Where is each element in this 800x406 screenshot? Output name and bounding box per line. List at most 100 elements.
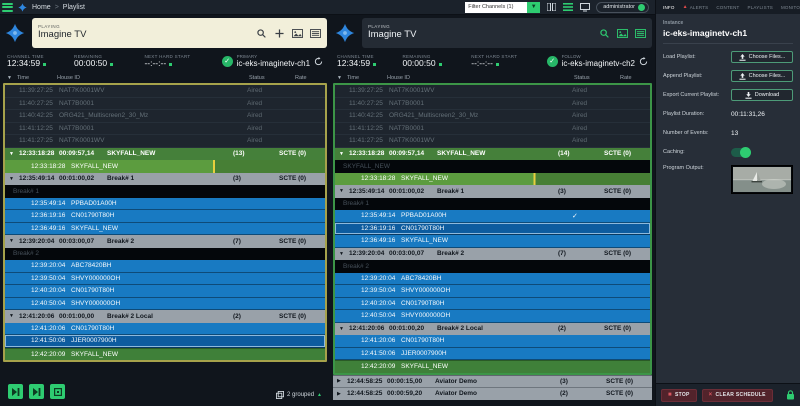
group-label-row[interactable]: Break# 2: [5, 247, 325, 260]
refresh-icon[interactable]: [639, 56, 648, 66]
secondary-event-row[interactable]: 12:41:50:06 JJER0007900H: [335, 347, 650, 360]
aired-event-row[interactable]: 11:39:27:25 NAT7K0001WV Aired: [5, 85, 325, 98]
aired-event-row[interactable]: 11:41:12:25 NAT7B0001 Aired: [5, 122, 325, 135]
col-status[interactable]: Status: [574, 74, 590, 81]
aired-event-row[interactable]: 11:41:12:25 NAT7B0001 Aired: [335, 122, 650, 135]
group-header-row[interactable]: ▶ 12:44:58:25 00:00:59,20 Aviator Demo (2) SC…: [333, 387, 652, 400]
sort-caret-icon[interactable]: ▼: [337, 74, 342, 81]
secondary-event-row[interactable]: 12:40:50:04 SHVY000000OH: [335, 310, 650, 323]
user-menu[interactable]: administrator: [596, 1, 649, 13]
col-time[interactable]: Time: [347, 74, 360, 81]
group-label-row[interactable]: Break# 1: [335, 197, 650, 210]
channel-role-label: PRIMARY: [236, 53, 258, 59]
output-monitor-icon[interactable]: [579, 2, 591, 12]
channel-filter-input[interactable]: [465, 1, 528, 13]
secondary-event-row[interactable]: 12:36:49:16 SKYFALL_NEW: [335, 235, 650, 248]
group-header-row[interactable]: ▼ 12:33:18:28 00:09:57,14 SKYFALL_NEW (14) SC…: [335, 147, 650, 160]
channel-title-card[interactable]: PLAYING Imagine TV: [362, 18, 652, 48]
sort-caret-icon[interactable]: ▼: [7, 74, 12, 81]
stop-button[interactable]: ■ STOP: [661, 388, 697, 402]
group-header-row[interactable]: ▼ 12:35:49:14 00:01:00,02 Break# 1 (3) SCTE (…: [335, 185, 650, 198]
group-label-row[interactable]: Break# 2: [335, 260, 650, 273]
search-icon[interactable]: [599, 28, 610, 39]
secondary-event-row[interactable]: 12:40:20:04 CN01790T80H: [335, 297, 650, 310]
schedule-list-icon[interactable]: [635, 28, 646, 39]
preview-image-icon[interactable]: [292, 28, 303, 39]
on-air-event-row[interactable]: 12:33:18:28 SKYFALL_NEW: [5, 160, 325, 173]
collapse-caret-icon[interactable]: ▲: [317, 392, 322, 398]
preview-image-icon[interactable]: [617, 28, 628, 39]
group-header-row[interactable]: ▼ 12:33:18:28 00:09:57,14 SKYFALL_NEW (13) SC…: [5, 147, 325, 160]
col-time[interactable]: Time: [17, 74, 30, 81]
aired-event-row[interactable]: 11:40:42:25 ORG421_Multiscreen2_30_Mz Aire…: [5, 110, 325, 123]
aired-event-row[interactable]: 11:40:42:25 ORG421_Multiscreen2_30_Mz Aire…: [335, 110, 650, 123]
aired-event-row[interactable]: 11:40:27:25 NAT7B0001 Aired: [5, 97, 325, 110]
channel-title-card[interactable]: PLAYING Imagine TV: [32, 18, 327, 48]
secondary-event-row[interactable]: 12:35:49:14 PPBAD01A00H ✓: [335, 210, 650, 223]
col-status[interactable]: Status: [249, 74, 265, 81]
secondary-event-row[interactable]: 12:36:19:16 CN01790T80H: [335, 222, 650, 235]
secondary-event-row[interactable]: 12:41:20:06 CN01790T80H: [335, 335, 650, 348]
secondary-event-row[interactable]: 12:40:20:04 CN01790T80H: [5, 285, 325, 298]
grouped-indicator[interactable]: 2 grouped ▲: [65, 391, 322, 399]
group-header-row[interactable]: ▼ 12:39:20:04 00:03:00,07 Break# 2 (7) SCTE (…: [335, 247, 650, 260]
take-next-button[interactable]: [8, 384, 23, 399]
breadcrumb-home[interactable]: Home: [32, 3, 51, 11]
group-label: SKYFALL_NEW: [343, 162, 390, 170]
hold-button[interactable]: [50, 384, 65, 399]
program-output-thumbnail[interactable]: [731, 165, 793, 194]
skip-next-button[interactable]: [29, 384, 44, 399]
schedule-list-icon[interactable]: [310, 28, 321, 39]
secondary-event-row[interactable]: 12:36:19:16 CN01790T80H: [5, 210, 325, 223]
group-header-row[interactable]: ▼ 12:39:20:04 00:03:00,07 Break# 2 (7) SCTE (…: [5, 235, 325, 248]
on-air-event-row[interactable]: 12:33:18:28 SKYFALL_NEW: [335, 172, 650, 185]
menu-hamburger-icon[interactable]: [2, 2, 13, 12]
expand-caret-icon: ▶: [337, 390, 341, 397]
aired-event-row[interactable]: 11:41:27:25 NAT7K0001WV Aired: [5, 135, 325, 148]
channel-filter-dropdown-button[interactable]: ▼: [527, 1, 541, 13]
secondary-event-row[interactable]: 12:41:50:06 JJER0007900H: [5, 335, 325, 348]
aired-event-row[interactable]: 11:39:27:25 NAT7K0001WV Aired: [335, 85, 650, 98]
group-header-row[interactable]: ▼ 12:41:20:06 00:01:00,00 Break# 2 Local (2)…: [5, 310, 325, 323]
tab-info[interactable]: INFO: [663, 4, 675, 10]
next-primary-event-row[interactable]: 12:42:20:09 SKYFALL_NEW: [5, 347, 325, 360]
add-event-icon[interactable]: [274, 28, 285, 39]
secondary-event-row[interactable]: 12:39:20:04 ABC78420BH: [5, 260, 325, 273]
next-primary-event-row[interactable]: 12:42:20:09 SKYFALL_NEW: [335, 360, 650, 373]
col-house-id[interactable]: House ID: [57, 74, 80, 81]
secondary-event-row[interactable]: 12:39:20:04 ABC78420BH: [335, 272, 650, 285]
download-button[interactable]: Download: [731, 89, 793, 101]
secondary-event-row[interactable]: 12:36:49:16 SKYFALL_NEW: [5, 222, 325, 235]
group-label-row[interactable]: Break# 1: [5, 185, 325, 198]
col-rate[interactable]: Rate: [620, 74, 632, 81]
group-label-row[interactable]: SKYFALL_NEW: [335, 160, 650, 173]
group-header-row[interactable]: ▼ 12:35:49:14 00:01:00,02 Break# 1 (3) SCTE (…: [5, 172, 325, 185]
event-time: 12:39:50:04: [31, 274, 66, 282]
refresh-icon[interactable]: [314, 56, 323, 66]
clear-schedule-button[interactable]: × CLEAR SCHEDULE: [701, 388, 773, 402]
playlist-duration-value: 00:11:31,26: [731, 110, 765, 118]
tab-alerts[interactable]: ▲ ALERTS: [682, 4, 709, 10]
list-view-icon[interactable]: [562, 2, 574, 12]
tab-playlists[interactable]: PLAYLISTS: [747, 4, 773, 10]
lock-icon[interactable]: [778, 390, 795, 400]
secondary-event-row[interactable]: 12:41:20:06 CN01790T80H: [5, 322, 325, 335]
append-choose-files-button[interactable]: Choose Files...: [731, 70, 793, 82]
col-house-id[interactable]: House ID: [387, 74, 410, 81]
secondary-event-row[interactable]: 12:39:50:04 SHVY000000OH: [335, 285, 650, 298]
search-icon[interactable]: [256, 28, 267, 39]
column-view-icon[interactable]: [545, 2, 557, 12]
col-rate[interactable]: Rate: [295, 74, 307, 81]
tab-monitoring[interactable]: MONITORING: [780, 4, 800, 10]
aired-event-row[interactable]: 11:41:27:25 NAT7K0001WV Aired: [335, 135, 650, 148]
group-header-row[interactable]: ▶ 12:44:58:25 00:00:15,00 Aviator Demo (3) SC…: [333, 374, 652, 387]
remaining-value: 00:00:50: [402, 58, 436, 69]
secondary-event-row[interactable]: 12:35:49:14 PPBAD01A00H: [5, 197, 325, 210]
secondary-event-row[interactable]: 12:40:50:04 SHVY000000OH: [5, 297, 325, 310]
aired-event-row[interactable]: 11:40:27:25 NAT7B0001 Aired: [335, 97, 650, 110]
group-header-row[interactable]: ▼ 12:41:20:06 00:01:00,20 Break# 2 Local (2)…: [335, 322, 650, 335]
tab-content[interactable]: CONTENT: [716, 4, 740, 10]
caching-toggle[interactable]: [731, 146, 751, 158]
secondary-event-row[interactable]: 12:39:50:04 SHVY000000OH: [5, 272, 325, 285]
load-choose-files-button[interactable]: Choose Files...: [731, 51, 793, 63]
